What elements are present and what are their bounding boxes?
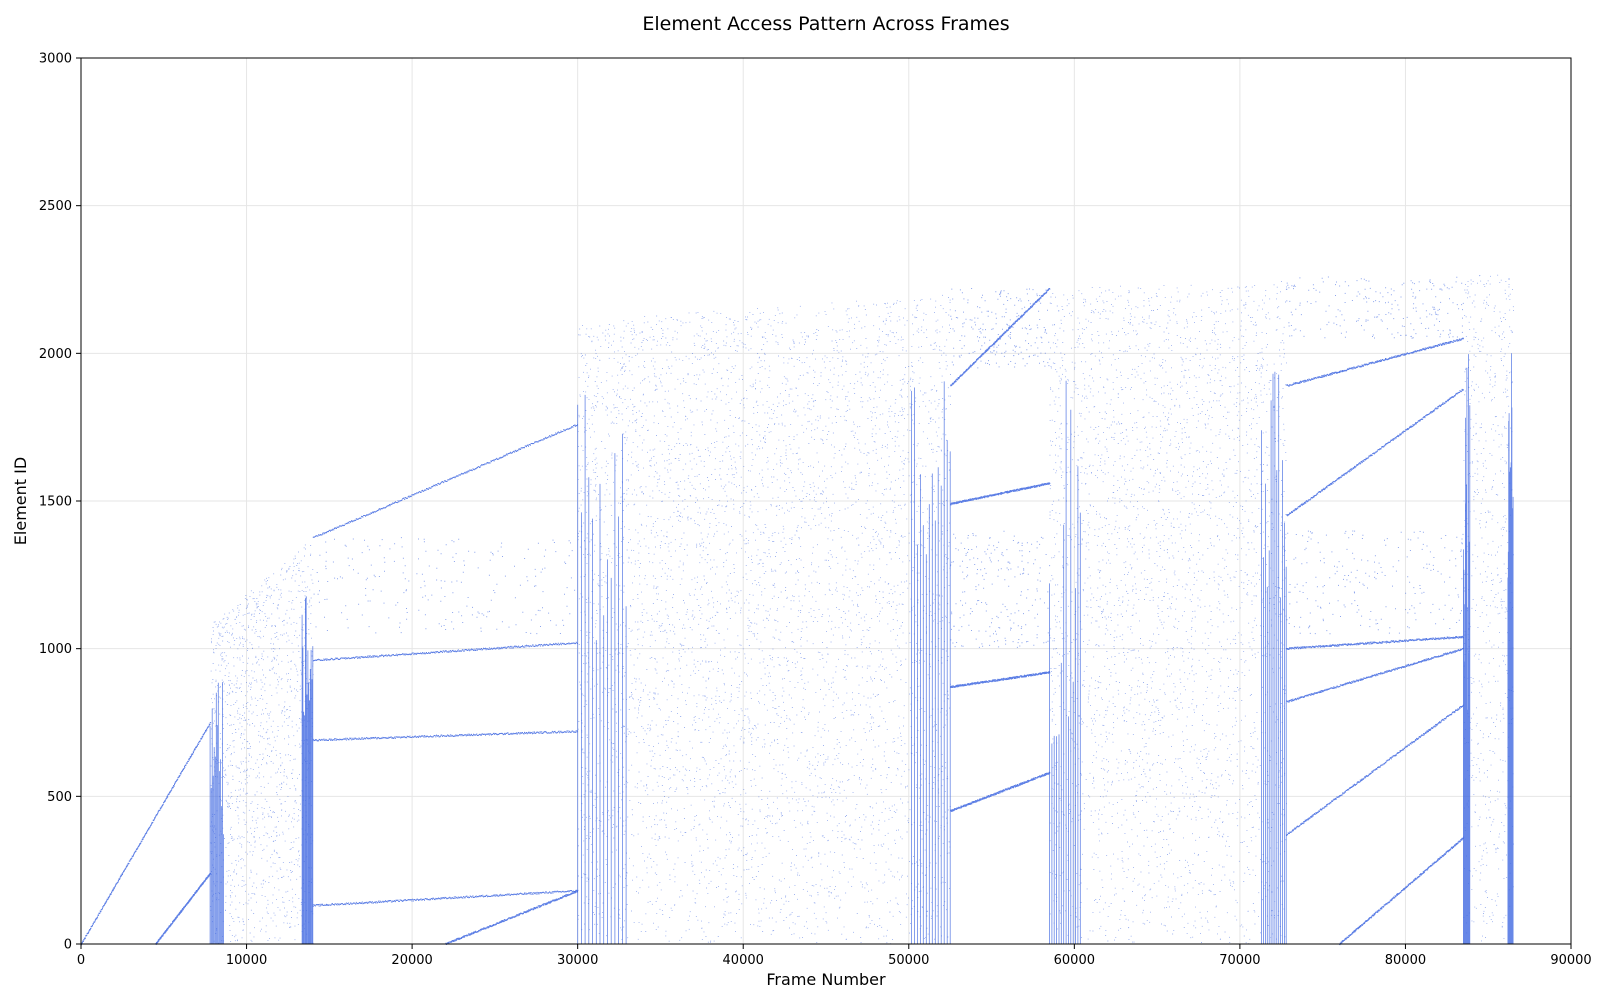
- sparse-access-points: [313, 537, 576, 635]
- sweep-line: [312, 889, 578, 907]
- x-tick-label: 90000: [1550, 953, 1591, 968]
- sweep-line: [1286, 388, 1464, 517]
- x-tick-label: 20000: [391, 953, 432, 968]
- dense-access-block: [210, 544, 314, 944]
- sparse-access-points: [950, 530, 1051, 648]
- y-tick-label: 500: [47, 790, 72, 805]
- sweep-line: [1286, 647, 1464, 703]
- sweep-line: [312, 641, 578, 662]
- x-axis-label: Frame Number: [766, 970, 886, 989]
- y-tick-label: 2500: [39, 199, 72, 214]
- block-edge-striations: [577, 381, 951, 944]
- block-edge-striations: [1049, 371, 1287, 944]
- y-tick-label: 0: [64, 938, 72, 953]
- sweep-line: [312, 730, 578, 742]
- chart-title: Element Access Pattern Across Frames: [642, 13, 1009, 35]
- sweep-line: [312, 424, 578, 538]
- sweep-line: [950, 671, 1051, 688]
- sparse-access-points: [1286, 276, 1464, 339]
- y-tick-label: 1500: [39, 495, 72, 510]
- x-axis-ticks: 0 10000 20000 30000 40000 50000 60000 70000 8000…: [77, 944, 1592, 968]
- x-tick-label: 80000: [1385, 953, 1426, 968]
- sweep-line: [950, 287, 1051, 387]
- x-tick-label: 10000: [226, 953, 267, 968]
- x-tick-label: 50000: [888, 953, 929, 968]
- sweep-line: [1286, 635, 1464, 650]
- dense-access-block: [577, 294, 951, 945]
- x-tick-label: 40000: [723, 953, 764, 968]
- y-axis-label: Element ID: [11, 457, 30, 545]
- y-tick-label: 2000: [39, 347, 72, 362]
- sweep-line: [1286, 337, 1464, 387]
- sweep-line: [1286, 704, 1464, 836]
- sweep-line: [950, 482, 1051, 506]
- y-tick-label: 1000: [39, 642, 72, 657]
- x-tick-label: 0: [77, 953, 85, 968]
- data-points: [81, 274, 1514, 946]
- y-tick-label: 3000: [39, 52, 72, 67]
- y-axis-ticks: 0 500 1000 1500 2000 2500 3000: [39, 52, 81, 953]
- x-tick-label: 30000: [557, 953, 598, 968]
- block-edge-striations: [1463, 353, 1514, 944]
- x-tick-label: 70000: [1219, 953, 1260, 968]
- block-edge-striations: [209, 596, 314, 944]
- sweep-line: [950, 771, 1051, 812]
- x-tick-label: 60000: [1054, 953, 1095, 968]
- sparse-access-points: [1286, 530, 1464, 635]
- sparse-access-points: [950, 288, 1051, 369]
